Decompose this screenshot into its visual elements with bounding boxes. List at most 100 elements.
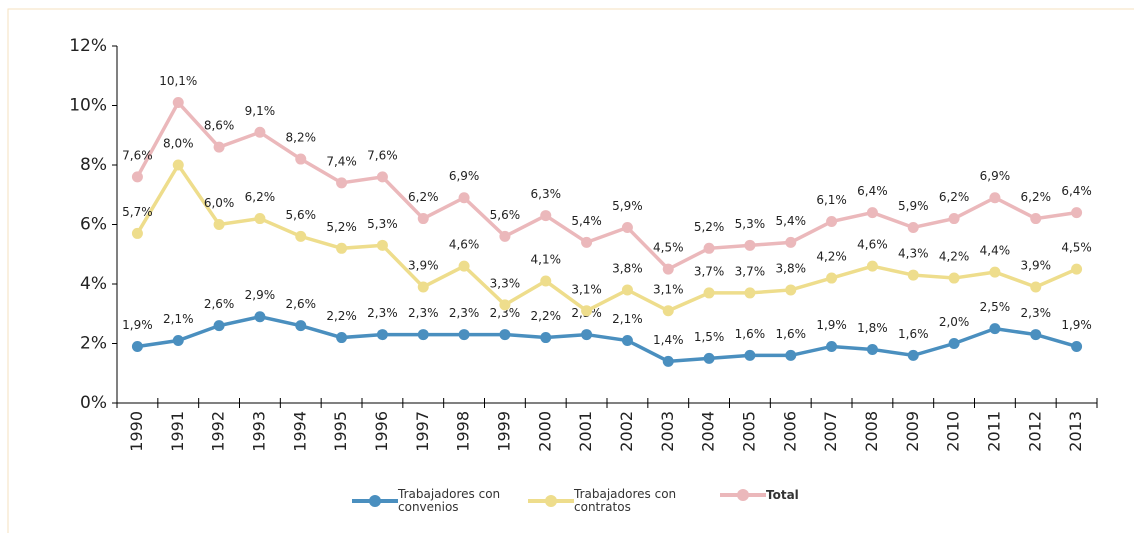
value-label: 6,3% [531, 187, 562, 201]
value-label: 2,2% [326, 309, 357, 323]
x-tick-label: 1997 [413, 411, 432, 452]
x-tick-label: 2007 [821, 411, 840, 452]
x-tick-label: 2005 [739, 411, 758, 452]
y-tick-label: 10% [69, 96, 107, 116]
value-label: 5,3% [367, 217, 398, 231]
value-label: 6,0% [204, 196, 235, 210]
y-tick-label: 0% [80, 393, 107, 413]
value-label: 7,6% [367, 148, 398, 162]
value-label: 3,3% [490, 276, 521, 290]
legend-swatch [528, 495, 574, 507]
point [540, 332, 552, 344]
x-tick-label: 2000 [535, 411, 554, 452]
point [295, 320, 307, 332]
value-label: 2,0% [939, 315, 970, 329]
value-label: 2,9% [245, 288, 276, 302]
value-label: 2,6% [204, 297, 235, 311]
x-tick-label: 2001 [576, 411, 595, 452]
value-label: 8,6% [204, 119, 235, 133]
point [785, 284, 797, 296]
point [744, 349, 756, 361]
point [989, 323, 1001, 335]
point [785, 236, 797, 248]
legend-swatch [352, 495, 398, 507]
value-label: 1,6% [898, 327, 929, 341]
value-label: 6,9% [980, 169, 1011, 183]
value-label: 2,3% [367, 306, 398, 320]
x-tick-label: 2003 [658, 411, 677, 452]
value-label: 6,9% [449, 169, 480, 183]
value-label: 8,0% [163, 137, 194, 151]
point [540, 275, 552, 287]
value-label: 4,2% [816, 250, 847, 264]
value-label: 8,2% [286, 131, 317, 145]
value-label: 1,8% [857, 321, 888, 335]
point [254, 311, 266, 323]
series-line [135, 161, 1078, 313]
x-tick-label: 2012 [1025, 411, 1044, 452]
point [172, 159, 184, 171]
value-label: 3,8% [612, 261, 643, 275]
point [703, 242, 715, 254]
point [131, 340, 143, 352]
value-label: 3,9% [408, 258, 439, 272]
point [621, 335, 633, 347]
x-tick-label: 1993 [249, 411, 268, 452]
point [336, 242, 348, 254]
value-label: 6,2% [1021, 190, 1052, 204]
point [499, 329, 511, 341]
value-label: 6,4% [1061, 184, 1092, 198]
value-label: 6,2% [939, 190, 970, 204]
value-label: 1,4% [653, 333, 684, 347]
x-tick-label: 1994 [290, 411, 309, 452]
point [989, 266, 1001, 278]
value-label: 2,3% [408, 306, 439, 320]
value-label: 3,1% [571, 282, 602, 296]
value-label: 5,2% [326, 220, 357, 234]
value-label: 1,9% [122, 318, 153, 332]
x-tick-label: 1991 [168, 411, 187, 452]
point [172, 97, 184, 109]
point [948, 338, 960, 349]
point [826, 340, 838, 352]
point [907, 221, 919, 233]
point [621, 284, 633, 296]
legend-item: Total [720, 488, 876, 502]
point [254, 213, 266, 225]
point [131, 171, 143, 183]
value-label: 2,3% [490, 306, 521, 320]
value-label: 10,1% [159, 74, 197, 88]
value-label: 4,5% [653, 241, 684, 255]
point [336, 177, 348, 189]
point [1071, 340, 1083, 352]
value-label: 5,4% [571, 214, 602, 228]
point [1030, 329, 1042, 341]
y-tick-label: 8% [80, 155, 107, 175]
point [621, 221, 633, 233]
x-tick-label: 2002 [617, 411, 636, 452]
value-label: 5,2% [694, 220, 725, 234]
point [1071, 207, 1083, 219]
point [662, 263, 674, 275]
point [948, 272, 960, 284]
point [948, 213, 960, 225]
point [499, 230, 511, 242]
y-tick-label: 4% [80, 274, 107, 294]
point [417, 213, 429, 225]
value-label: 3,8% [776, 261, 807, 275]
point [826, 216, 838, 228]
value-label: 3,9% [1021, 258, 1052, 272]
point [417, 281, 429, 293]
point [254, 126, 266, 138]
value-label: 4,4% [980, 244, 1011, 258]
legend-label: Total [766, 487, 799, 502]
x-tick-label: 1992 [209, 411, 228, 452]
legend-label: Trabajadores con convenios [398, 487, 501, 514]
value-label: 5,6% [490, 208, 521, 222]
value-label: 5,6% [286, 208, 317, 222]
point [376, 171, 388, 183]
value-label: 2,6% [286, 297, 317, 311]
point [213, 141, 225, 153]
value-label: 6,2% [408, 190, 439, 204]
point [866, 343, 878, 355]
